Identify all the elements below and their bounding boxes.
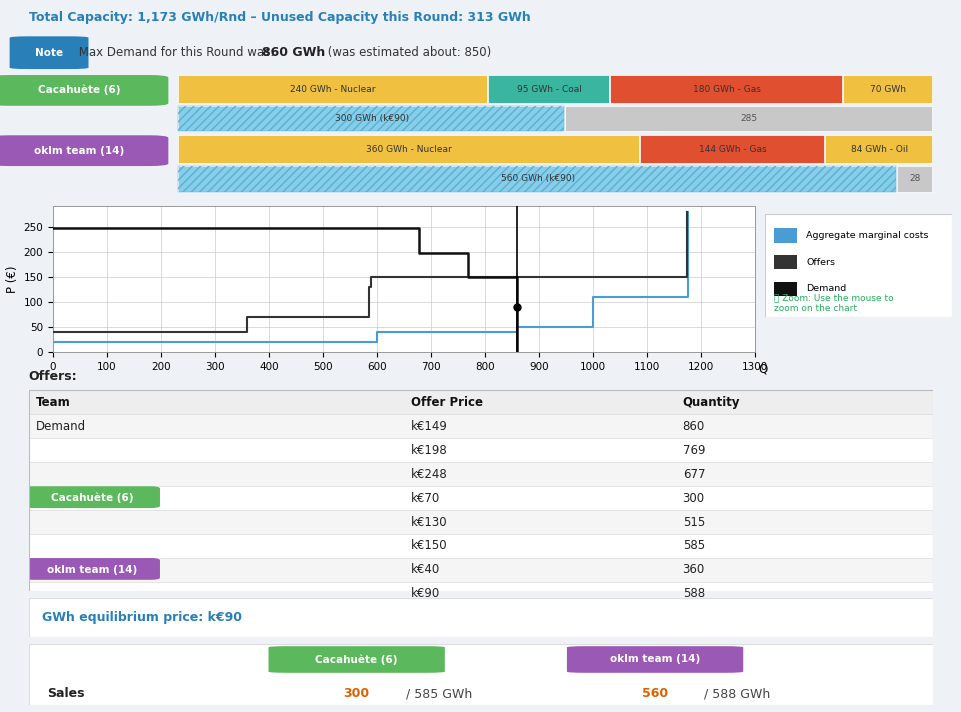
Text: 300 GWh (k€90): 300 GWh (k€90) (334, 114, 408, 123)
Bar (29, 534, 932, 558)
Text: 769: 769 (682, 444, 704, 457)
Text: k€40: k€40 (411, 563, 440, 577)
Text: k€130: k€130 (411, 515, 448, 528)
Text: oklm team (14): oklm team (14) (609, 654, 700, 664)
Text: 95 GWh - Coal: 95 GWh - Coal (516, 85, 581, 94)
FancyBboxPatch shape (268, 646, 444, 673)
Bar (178, 166, 896, 192)
Bar (487, 75, 609, 103)
Text: 300: 300 (682, 491, 704, 505)
Text: Quantity: Quantity (682, 396, 739, 409)
Bar (774, 255, 796, 269)
Text: 84 GWh - Oil: 84 GWh - Oil (850, 145, 907, 154)
Text: Offer Price: Offer Price (411, 396, 482, 409)
Text: 180 GWh - Gas: 180 GWh - Gas (692, 85, 760, 94)
Bar (29, 414, 932, 439)
Text: 677: 677 (682, 468, 704, 481)
Text: 360 GWh - Nuclear: 360 GWh - Nuclear (366, 145, 452, 154)
Text: Offers:: Offers: (29, 370, 78, 383)
Bar (29, 462, 932, 486)
Text: 560: 560 (641, 688, 668, 701)
Text: Demand: Demand (37, 420, 86, 433)
Text: oklm team (14): oklm team (14) (47, 565, 137, 575)
FancyBboxPatch shape (0, 75, 168, 106)
Bar (178, 106, 564, 132)
Text: Offers: Offers (805, 258, 834, 266)
Text: 285: 285 (740, 114, 757, 123)
Bar (774, 282, 796, 296)
Text: 560 GWh (k€90): 560 GWh (k€90) (500, 174, 574, 184)
Text: Cacahuète (6): Cacahuète (6) (51, 493, 134, 503)
Text: Demand: Demand (805, 285, 846, 293)
Text: 🔍 Zoom: Use the mouse to
zoom on the chart: 🔍 Zoom: Use the mouse to zoom on the cha… (774, 293, 893, 313)
Text: 515: 515 (682, 515, 704, 528)
Bar (640, 135, 824, 164)
Text: / 585 GWh: / 585 GWh (402, 688, 472, 701)
Text: 585: 585 (682, 540, 704, 553)
Text: k€248: k€248 (411, 468, 448, 481)
Text: (was estimated about: 850): (was estimated about: 850) (324, 46, 491, 59)
Text: 300: 300 (343, 688, 369, 701)
Text: Cacahuète (6): Cacahuète (6) (315, 654, 398, 665)
Text: Team: Team (37, 396, 71, 409)
Text: k€90: k€90 (411, 587, 440, 600)
Text: 360: 360 (682, 563, 704, 577)
Bar (565, 106, 931, 132)
Bar (178, 75, 486, 103)
Text: 70 GWh: 70 GWh (869, 85, 905, 94)
Text: Cacahuète (6): Cacahuète (6) (38, 85, 120, 95)
Text: oklm team (14): oklm team (14) (35, 146, 124, 156)
Bar (29, 439, 932, 462)
Bar (178, 166, 896, 192)
Text: 860: 860 (682, 420, 704, 433)
Text: GWh equilibrium price: k€90: GWh equilibrium price: k€90 (42, 611, 242, 624)
Text: 240 GWh - Nuclear: 240 GWh - Nuclear (290, 85, 375, 94)
Bar (610, 75, 841, 103)
Text: Q: Q (758, 362, 767, 376)
Bar (897, 166, 931, 192)
Bar (29, 486, 932, 510)
FancyBboxPatch shape (24, 558, 160, 580)
Text: 144 GWh - Gas: 144 GWh - Gas (699, 145, 766, 154)
FancyBboxPatch shape (0, 135, 168, 166)
Text: Sales: Sales (47, 688, 85, 701)
Bar (29, 582, 932, 606)
Bar (178, 106, 564, 132)
Bar (29, 510, 932, 534)
Text: 588: 588 (682, 587, 704, 600)
Bar (825, 135, 931, 164)
Text: Max Demand for this Round was:: Max Demand for this Round was: (75, 46, 278, 59)
Bar (178, 135, 639, 164)
Text: Aggregate marginal costs: Aggregate marginal costs (805, 231, 927, 240)
FancyBboxPatch shape (10, 36, 88, 69)
Bar (842, 75, 931, 103)
Y-axis label: P (€): P (€) (7, 266, 19, 293)
Bar (29, 390, 932, 414)
Text: Total Capacity: 1,173 GWh/Rnd – Unused Capacity this Round: 313 GWh: Total Capacity: 1,173 GWh/Rnd – Unused C… (29, 11, 530, 23)
FancyBboxPatch shape (566, 646, 743, 673)
Bar (29, 558, 932, 582)
Text: Note: Note (35, 48, 63, 58)
Text: 860 GWh: 860 GWh (261, 46, 325, 59)
Text: 28: 28 (908, 174, 920, 184)
FancyBboxPatch shape (24, 486, 160, 508)
Text: / 588 GWh: / 588 GWh (700, 688, 770, 701)
Text: k€198: k€198 (411, 444, 448, 457)
Text: k€149: k€149 (411, 420, 448, 433)
Text: k€70: k€70 (411, 491, 440, 505)
Text: k€150: k€150 (411, 540, 448, 553)
Bar (774, 228, 796, 243)
